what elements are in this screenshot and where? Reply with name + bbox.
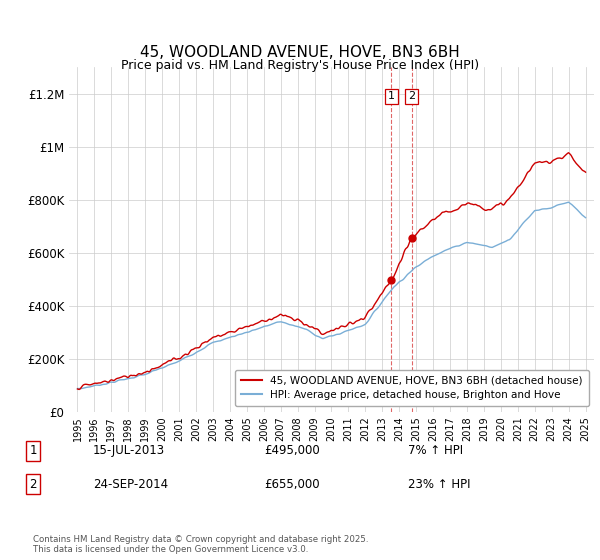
Text: 1: 1 xyxy=(388,91,395,101)
Legend: 45, WOODLAND AVENUE, HOVE, BN3 6BH (detached house), HPI: Average price, detache: 45, WOODLAND AVENUE, HOVE, BN3 6BH (deta… xyxy=(235,370,589,407)
Text: 2: 2 xyxy=(408,91,415,101)
Text: £655,000: £655,000 xyxy=(264,478,320,491)
Text: 7% ↑ HPI: 7% ↑ HPI xyxy=(408,444,463,458)
Text: 23% ↑ HPI: 23% ↑ HPI xyxy=(408,478,470,491)
Text: £495,000: £495,000 xyxy=(264,444,320,458)
Text: 1: 1 xyxy=(29,444,37,458)
Text: Contains HM Land Registry data © Crown copyright and database right 2025.
This d: Contains HM Land Registry data © Crown c… xyxy=(33,535,368,554)
Text: 15-JUL-2013: 15-JUL-2013 xyxy=(93,444,165,458)
Text: 45, WOODLAND AVENUE, HOVE, BN3 6BH: 45, WOODLAND AVENUE, HOVE, BN3 6BH xyxy=(140,45,460,60)
Text: 2: 2 xyxy=(29,478,37,491)
Text: 24-SEP-2014: 24-SEP-2014 xyxy=(93,478,168,491)
Text: Price paid vs. HM Land Registry's House Price Index (HPI): Price paid vs. HM Land Registry's House … xyxy=(121,59,479,72)
